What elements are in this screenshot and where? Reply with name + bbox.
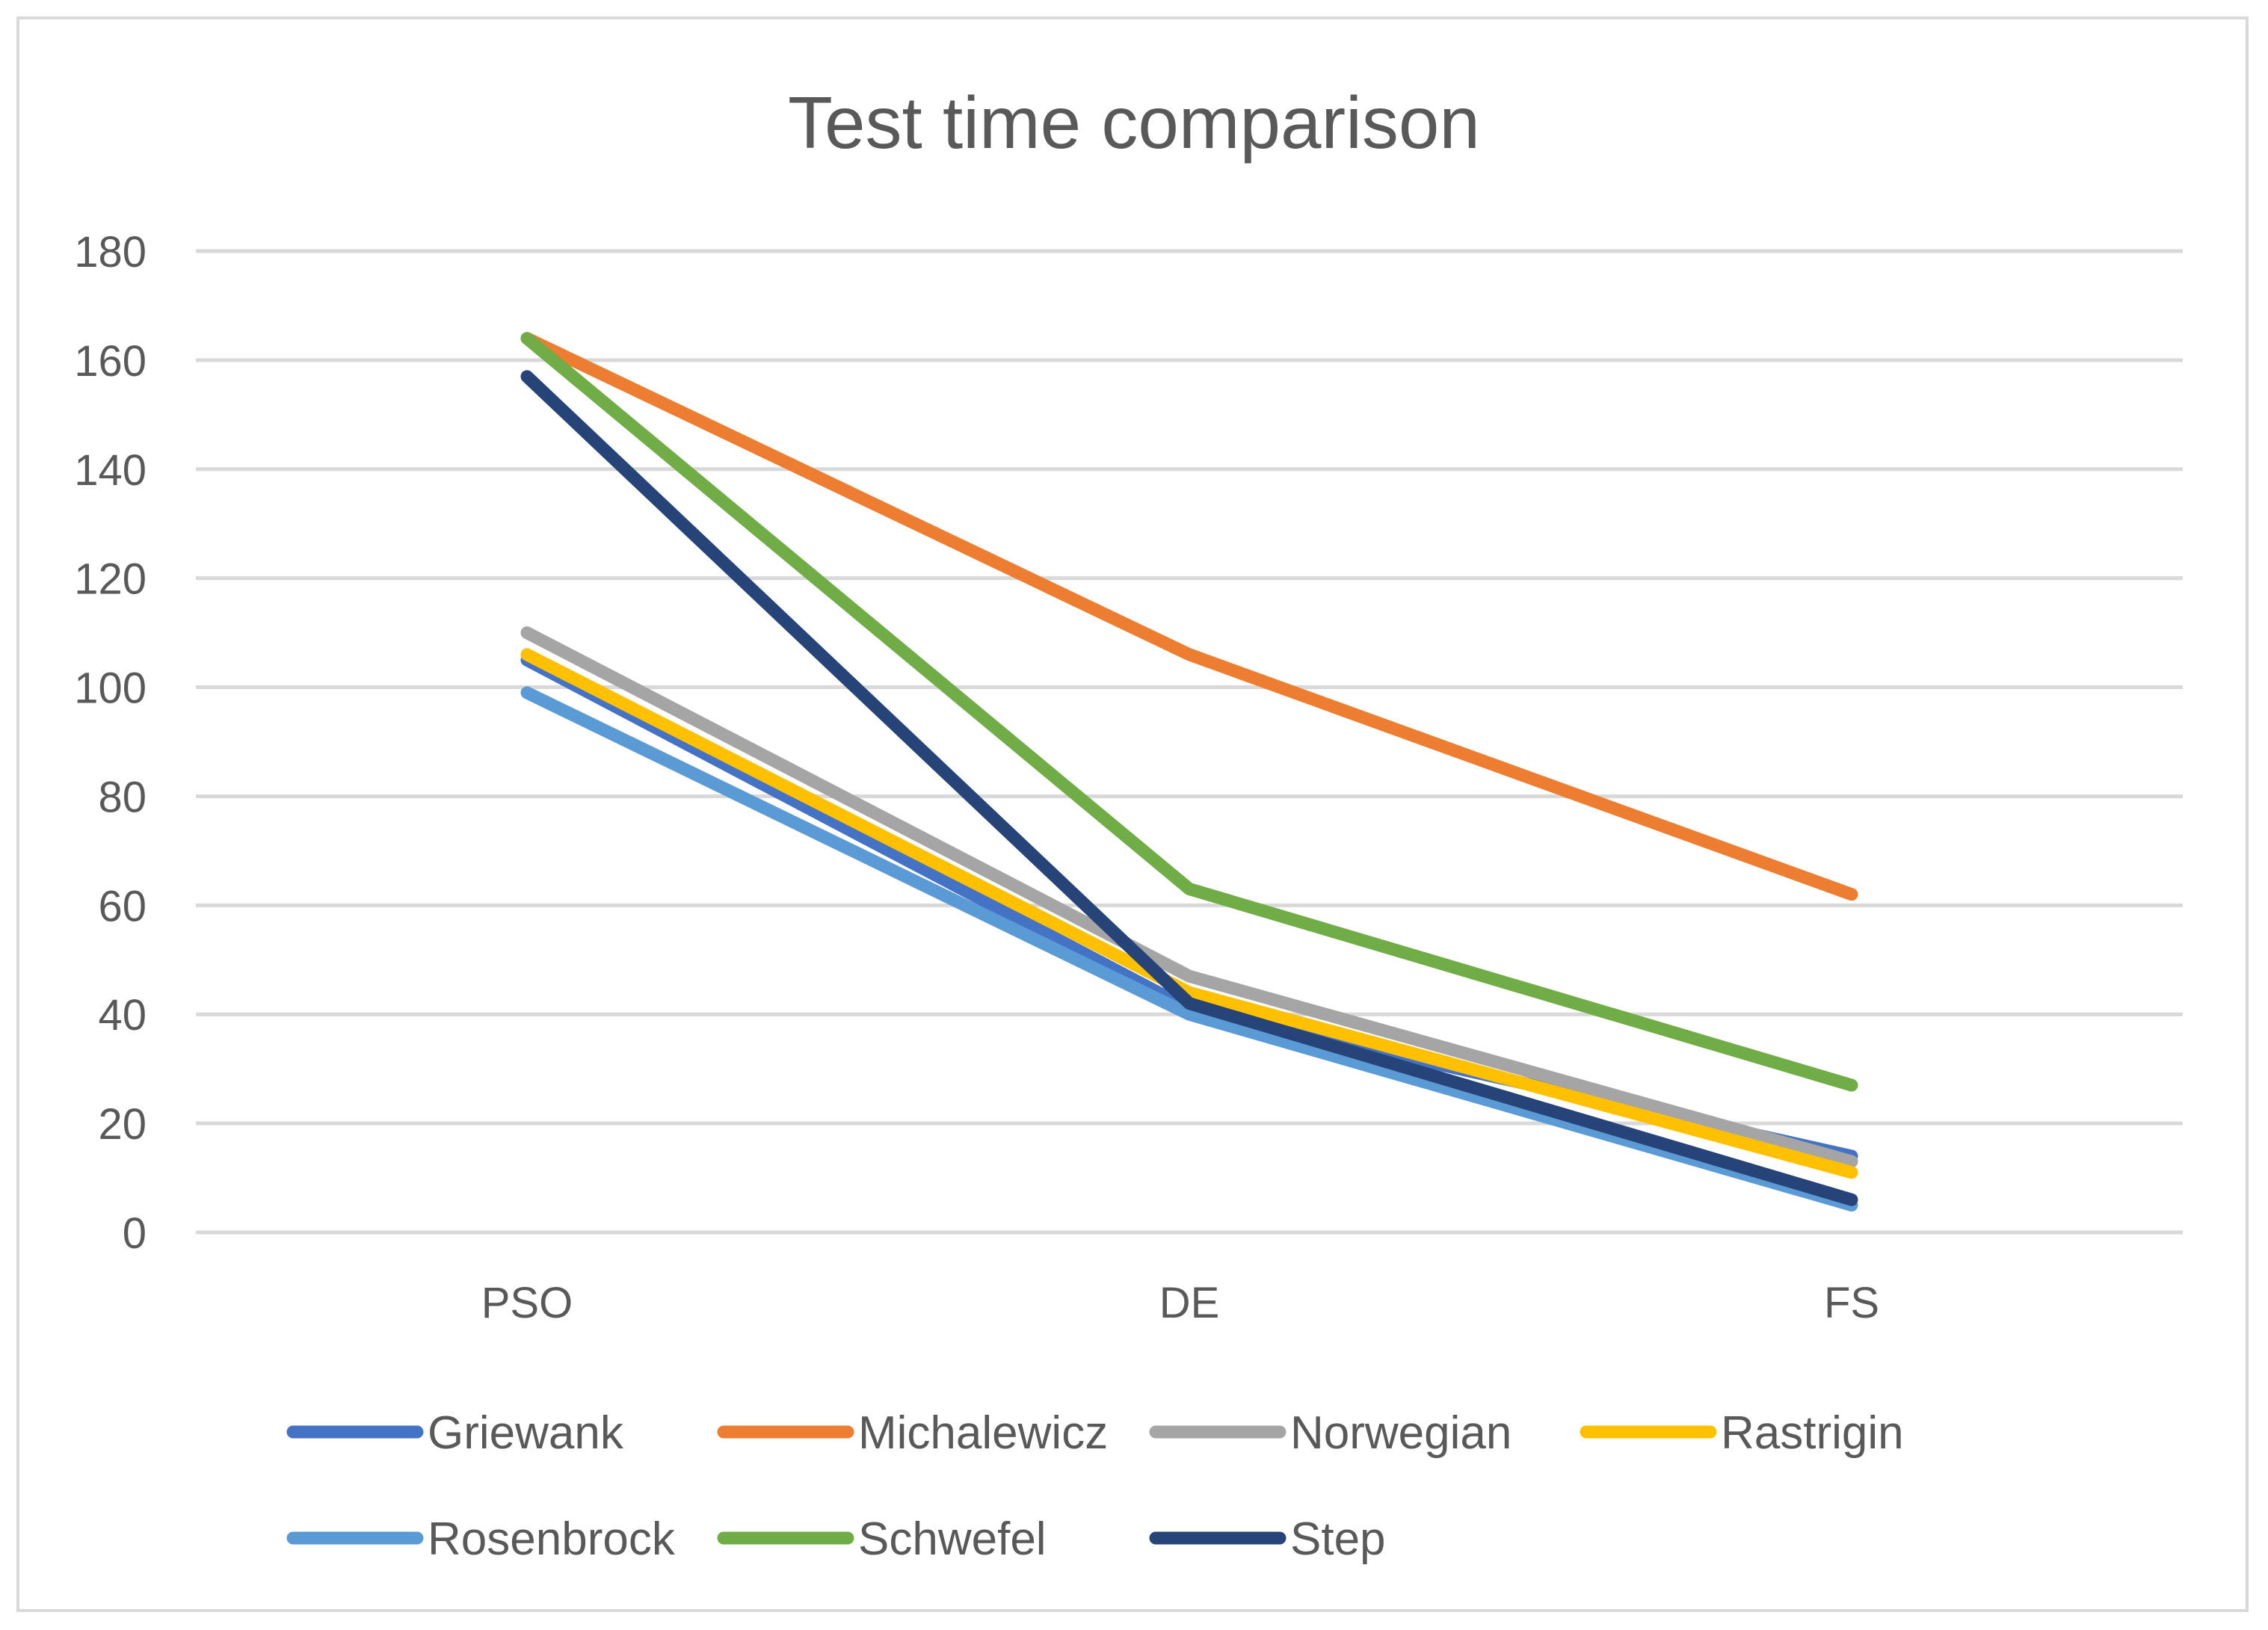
y-tick-label: 20 [98, 1100, 147, 1149]
series-line-rastrigin [520, 648, 1858, 1179]
x-tick-label: DE [1159, 1279, 1220, 1327]
series-line-schwefel [520, 332, 1858, 1092]
series-line-norwegian [520, 626, 1858, 1168]
y-tick-label: 120 [74, 555, 147, 604]
legend-label-norwegian: Norwegian [1290, 1407, 1512, 1459]
series-lines [520, 332, 1858, 1212]
series-line-rosenbrock [520, 686, 1858, 1212]
y-tick-label: 180 [74, 228, 147, 277]
y-tick-label: 100 [74, 664, 147, 713]
legend-label-griewank: Griewank [428, 1407, 624, 1459]
x-axis-tick-labels: PSO DE FS [481, 1279, 1879, 1327]
series-line-step [520, 370, 1858, 1206]
y-tick-label: 160 [74, 337, 147, 386]
legend-label-rosenbrock: Rosenbrock [428, 1513, 676, 1565]
y-tick-label: 140 [74, 446, 147, 495]
y-axis-tick-labels: 0 20 40 60 80 100 120 140 160 180 [74, 228, 147, 1258]
y-tick-label: 60 [98, 882, 147, 930]
legend-label-rastrigin: Rastrigin [1721, 1407, 1904, 1459]
legend-label-michalewicz: Michalewicz [858, 1407, 1108, 1459]
y-tick-label: 0 [123, 1209, 147, 1258]
legend: Griewank Michalewicz Norwegian Rastrigin Ros… [286, 1407, 1904, 1565]
legend-label-schwefel: Schwefel [858, 1513, 1047, 1565]
chart-title: Test time comparison [788, 81, 1480, 164]
chart-frame [16, 16, 2249, 1612]
x-tick-label: PSO [481, 1279, 573, 1327]
y-tick-label: 40 [98, 991, 147, 1040]
y-tick-label: 80 [98, 773, 147, 821]
series-line-michalewicz [520, 332, 1858, 901]
x-tick-label: FS [1824, 1279, 1879, 1327]
gridlines [196, 249, 2183, 1235]
legend-label-step: Step [1290, 1513, 1386, 1565]
